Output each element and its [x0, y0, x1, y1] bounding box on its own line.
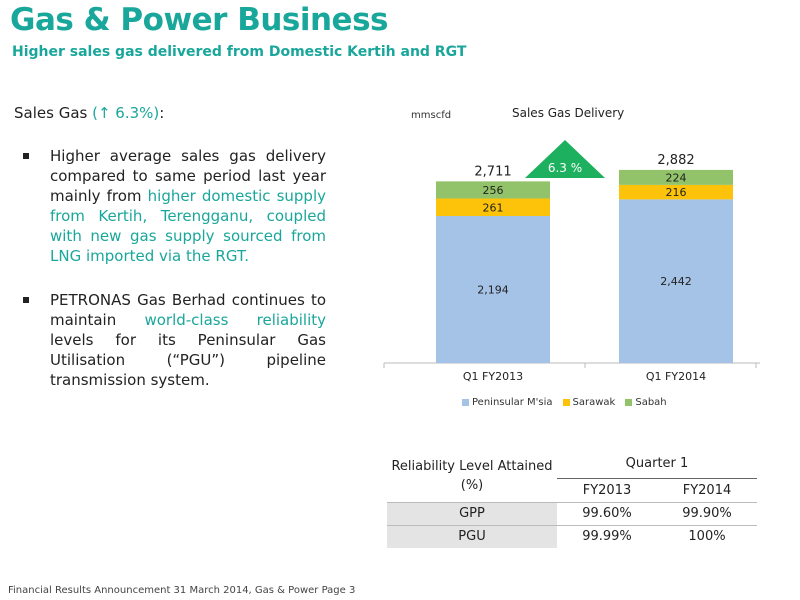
bar-sarawak-0 — [436, 198, 550, 216]
bar-peninsular-m-sia-0 — [436, 216, 550, 363]
cell-pgu-fy2014: 100% — [657, 524, 757, 548]
legend-label: Sarawak — [572, 397, 616, 408]
year-header-fy2014: FY2014 — [682, 482, 732, 498]
legend-item: Sarawak — [562, 397, 616, 408]
sales-gas-heading: Sales Gas (↑ 6.3%): — [14, 104, 326, 122]
footer-text: Financial Results Announcement 31 March … — [8, 585, 356, 596]
x-tick-label: Q1 FY2014 — [646, 370, 706, 383]
row-label-gpp: GPP — [387, 501, 557, 525]
page-subtitle: Higher sales gas delivered from Domestic… — [12, 44, 467, 60]
commentary-section: Sales Gas (↑ 6.3%): Higher average sales… — [14, 104, 326, 390]
sales-gas-chart: 2,194 261 256 2,711 Q1 FY2013 2,442 216 224 2,88… — [383, 140, 760, 383]
x-tick-label: Q1 FY2013 — [463, 370, 523, 383]
legend-label: Sabah — [635, 397, 667, 408]
bullet-reliability: PETRONAS Gas Berhad continues to maintai… — [14, 290, 326, 390]
bullet-highlight: higher domestic supply from Kertih, Tere… — [50, 187, 326, 265]
square-bullet-icon — [23, 297, 29, 303]
reliability-header: Reliability Level Attained (%) — [391, 458, 553, 493]
legend-item: Peninsular M'sia — [462, 397, 553, 408]
data-label: 2,442 — [660, 275, 692, 288]
growth-label: 6.3 % — [548, 161, 582, 175]
sales-gas-heading-label: Sales Gas — [14, 104, 93, 122]
table-row: GPP 99.60% 99.90% — [387, 501, 757, 525]
total-label: 2,882 — [657, 153, 694, 168]
bullet-sales-gas: Higher average sales gas delivery compar… — [14, 146, 326, 266]
quarter-header: Quarter 1 — [557, 450, 757, 479]
bar-peninsular-m-sia-1 — [619, 199, 733, 363]
page-title: Gas & Power Business — [10, 2, 388, 38]
sales-gas-heading-colon: : — [159, 104, 165, 122]
bar-sabah-0 — [436, 181, 550, 199]
reliability-table: Reliability Level Attained (%) Quarter 1… — [387, 450, 757, 548]
data-label: 216 — [666, 186, 687, 199]
bar-sarawak-1 — [619, 184, 733, 200]
cell-gpp-fy2013: 99.60% — [557, 501, 657, 525]
data-label: 256 — [483, 184, 504, 197]
data-label: 2,194 — [477, 284, 509, 297]
data-label: 224 — [666, 171, 687, 184]
bar-sabah-1 — [619, 169, 733, 185]
legend-swatch — [462, 399, 469, 406]
total-label: 2,711 — [474, 164, 511, 179]
square-bullet-icon — [23, 153, 29, 159]
chart-legend: Peninsular M'sia Sarawak Sabah — [462, 397, 667, 408]
chart-title: Sales Gas Delivery — [512, 106, 625, 120]
bullet-text-tail: levels for its Peninsular Gas Utilisatio… — [50, 331, 326, 389]
data-label: 261 — [483, 201, 504, 214]
legend-label: Peninsular M'sia — [472, 397, 553, 408]
legend-swatch — [625, 399, 633, 406]
legend-item: Sabah — [625, 397, 667, 408]
table-row: PGU 99.99% 100% — [387, 524, 757, 548]
sales-gas-growth-pct: (↑ 6.3%) — [92, 104, 160, 122]
bullet-text: PETRONAS Gas Berhad continues to maintai… — [50, 291, 326, 329]
chart-unit-label: mmscfd — [411, 110, 452, 121]
cell-pgu-fy2013: 99.99% — [557, 524, 657, 548]
growth-arrow-icon — [525, 140, 605, 178]
bullet-highlight: world-class reliability — [144, 311, 326, 329]
year-header-fy2013: FY2013 — [582, 482, 632, 498]
cell-gpp-fy2014: 99.90% — [657, 501, 757, 525]
row-label-pgu: PGU — [387, 524, 557, 548]
legend-swatch — [562, 399, 570, 406]
bullet-text: Higher average sales gas delivery compar… — [50, 147, 326, 205]
